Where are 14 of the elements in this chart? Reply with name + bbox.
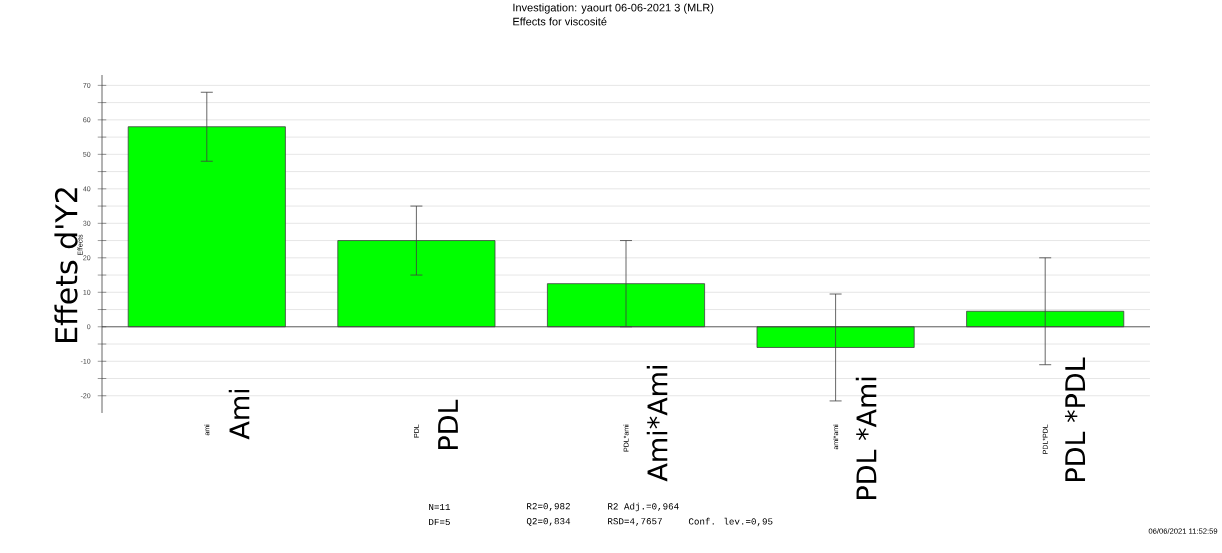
- annotation: PDL *Ami: [855, 377, 877, 499]
- annotation: Ami*Ami: [646, 366, 668, 482]
- text: R2=0,982: [527, 503, 570, 511]
- chart-subtitle: Effects for viscosité: [513, 17, 607, 26]
- text: DF=5: [429, 518, 450, 526]
- y-axis-title: Effets d'Y2: [54, 188, 78, 342]
- chart-title: Investigation: yaourt 06-06-2021 3 (MLR): [513, 3, 714, 14]
- annotation: Ami: [228, 389, 250, 440]
- text: R2 Adj.=0,964: [608, 502, 679, 512]
- text: N=11: [429, 503, 451, 511]
- annotation: PDL *PDL: [1064, 357, 1086, 481]
- text: Q2=0,834: [526, 518, 571, 526]
- text: Conf. lev.=0,95: [688, 517, 773, 527]
- text: RSD=4,7657: [608, 518, 662, 526]
